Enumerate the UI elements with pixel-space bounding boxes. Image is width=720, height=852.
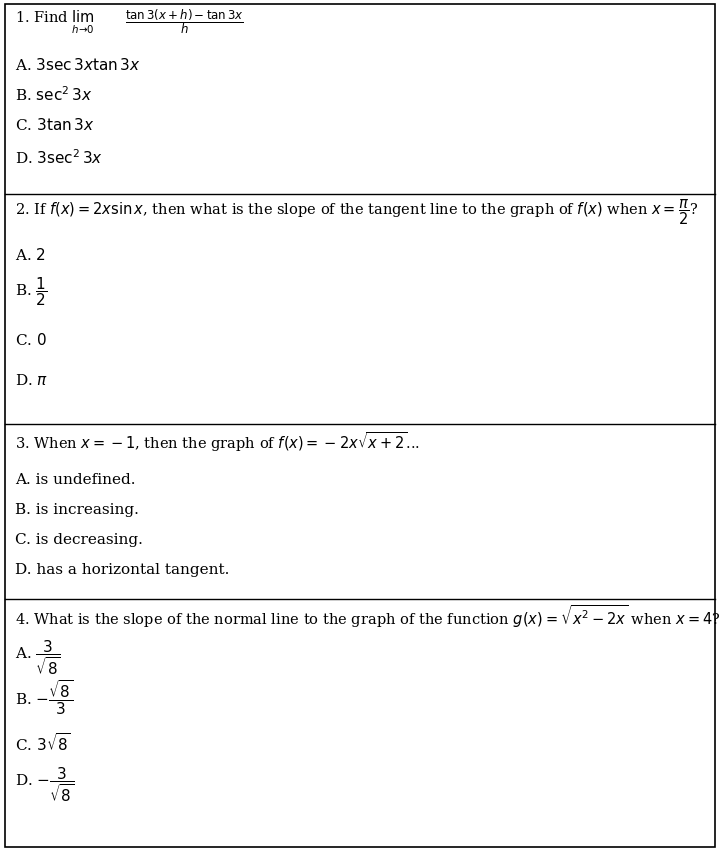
Text: B. is increasing.: B. is increasing. (15, 503, 139, 516)
Text: C. $3\tan 3x$: C. $3\tan 3x$ (15, 117, 94, 133)
Text: 2. If $f(x) = 2x\sin x$, then what is the slope of the tangent line to the graph: 2. If $f(x) = 2x\sin x$, then what is th… (15, 197, 698, 227)
Text: A. $\dfrac{3}{\sqrt{8}}$: A. $\dfrac{3}{\sqrt{8}}$ (15, 638, 60, 676)
Text: 1. Find $\lim_{h \to 0}$: 1. Find $\lim_{h \to 0}$ (15, 9, 95, 36)
Text: D. $\pi$: D. $\pi$ (15, 372, 48, 387)
Text: A. $3\sec 3x\tan 3x$: A. $3\sec 3x\tan 3x$ (15, 57, 140, 73)
Text: A. is undefined.: A. is undefined. (15, 473, 135, 486)
Text: B. $\dfrac{1}{2}$: B. $\dfrac{1}{2}$ (15, 275, 48, 308)
Text: C. $0$: C. $0$ (15, 331, 47, 348)
Text: A. $2$: A. $2$ (15, 247, 46, 262)
Text: 4. What is the slope of the normal line to the graph of the function $g(x) = \sq: 4. What is the slope of the normal line … (15, 603, 720, 630)
Text: B. $-\dfrac{\sqrt{8}}{3}$: B. $-\dfrac{\sqrt{8}}{3}$ (15, 678, 73, 717)
Text: $\dfrac{\tan 3(x+h)-\tan 3x}{h}$: $\dfrac{\tan 3(x+h)-\tan 3x}{h}$ (125, 8, 244, 37)
Text: C. $3\sqrt{8}$: C. $3\sqrt{8}$ (15, 731, 71, 753)
Text: B. $\sec^2 3x$: B. $\sec^2 3x$ (15, 85, 92, 104)
Text: D. $-\dfrac{3}{\sqrt{8}}$: D. $-\dfrac{3}{\sqrt{8}}$ (15, 765, 75, 803)
Text: 3. When $x = -1$, then the graph of $f(x) = -2x\sqrt{x + 2}$...: 3. When $x = -1$, then the graph of $f(x… (15, 429, 420, 453)
Text: C. is decreasing.: C. is decreasing. (15, 532, 143, 546)
Text: D. $3\sec^2 3x$: D. $3\sec^2 3x$ (15, 148, 103, 167)
Text: D. has a horizontal tangent.: D. has a horizontal tangent. (15, 562, 230, 576)
